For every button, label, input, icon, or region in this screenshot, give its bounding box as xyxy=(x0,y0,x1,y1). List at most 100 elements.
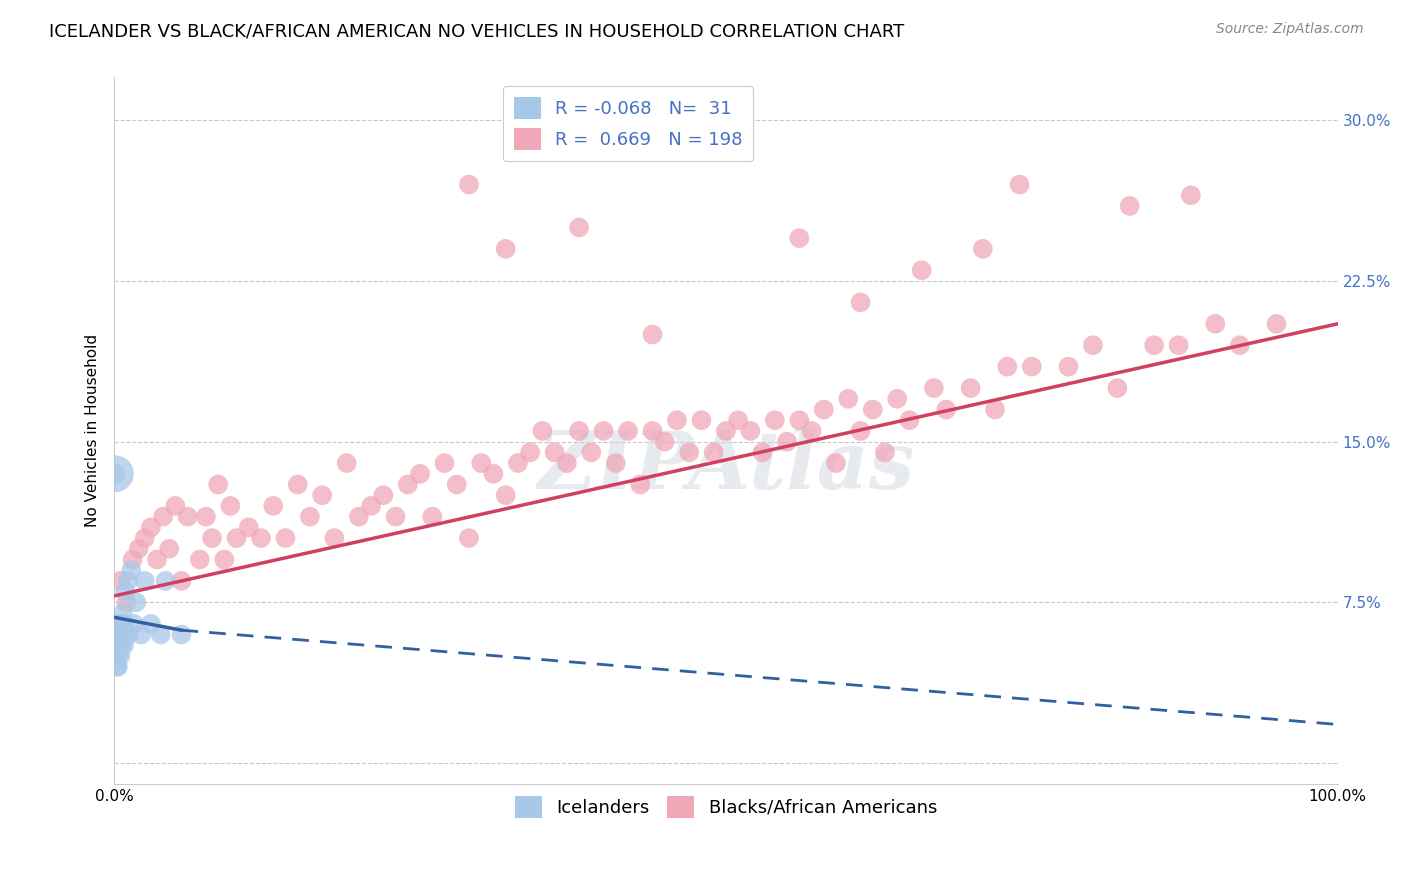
Point xyxy=(714,135,737,149)
Point xyxy=(581,445,603,459)
Point xyxy=(225,531,247,545)
Point xyxy=(384,509,406,524)
Point xyxy=(146,552,169,566)
Point xyxy=(568,220,591,235)
Point xyxy=(170,574,193,588)
Point xyxy=(703,445,725,459)
Point xyxy=(789,231,811,245)
Point xyxy=(813,402,835,417)
Point xyxy=(898,413,921,427)
Text: Source: ZipAtlas.com: Source: ZipAtlas.com xyxy=(1216,22,1364,37)
Point xyxy=(115,595,138,609)
Point xyxy=(110,616,132,631)
Point xyxy=(188,552,211,566)
Point xyxy=(470,456,492,470)
Point xyxy=(849,295,872,310)
Point xyxy=(873,445,896,459)
Point xyxy=(690,413,713,427)
Point xyxy=(250,531,273,545)
Point xyxy=(105,648,128,663)
Point xyxy=(108,627,131,641)
Point xyxy=(373,488,395,502)
Point xyxy=(155,574,177,588)
Point xyxy=(311,488,333,502)
Text: ICELANDER VS BLACK/AFRICAN AMERICAN NO VEHICLES IN HOUSEHOLD CORRELATION CHART: ICELANDER VS BLACK/AFRICAN AMERICAN NO V… xyxy=(49,22,904,40)
Point xyxy=(134,531,156,545)
Point xyxy=(959,381,981,395)
Y-axis label: No Vehicles in Household: No Vehicles in Household xyxy=(86,334,100,527)
Point xyxy=(110,616,132,631)
Legend: Icelanders, Blacks/African Americans: Icelanders, Blacks/African Americans xyxy=(508,789,945,825)
Point xyxy=(617,424,640,438)
Point xyxy=(458,531,481,545)
Point xyxy=(641,327,664,342)
Point xyxy=(506,456,529,470)
Point xyxy=(114,584,136,599)
Point xyxy=(107,627,129,641)
Point xyxy=(446,477,468,491)
Text: ZIPAtlas: ZIPAtlas xyxy=(537,427,914,505)
Point xyxy=(995,359,1018,374)
Point xyxy=(789,413,811,427)
Point xyxy=(207,477,229,491)
Point xyxy=(201,531,224,545)
Point xyxy=(714,424,737,438)
Point xyxy=(111,627,134,641)
Point xyxy=(1167,338,1189,352)
Point xyxy=(347,509,370,524)
Point xyxy=(238,520,260,534)
Point xyxy=(111,606,134,620)
Point xyxy=(862,402,884,417)
Point xyxy=(125,595,148,609)
Point xyxy=(825,456,848,470)
Point xyxy=(110,648,132,663)
Point xyxy=(134,574,156,588)
Point xyxy=(763,413,786,427)
Point xyxy=(104,467,127,481)
Point xyxy=(740,424,762,438)
Point xyxy=(262,499,284,513)
Point xyxy=(298,509,321,524)
Point xyxy=(1265,317,1288,331)
Point xyxy=(972,242,994,256)
Point xyxy=(110,574,132,588)
Point xyxy=(104,467,127,481)
Point xyxy=(641,424,664,438)
Point xyxy=(360,499,382,513)
Point xyxy=(128,541,150,556)
Point xyxy=(531,424,554,438)
Point xyxy=(107,648,129,663)
Point xyxy=(1180,188,1202,202)
Point xyxy=(568,424,591,438)
Point xyxy=(149,627,172,641)
Point xyxy=(482,467,505,481)
Point xyxy=(984,402,1007,417)
Point xyxy=(543,445,565,459)
Point xyxy=(1107,381,1129,395)
Point xyxy=(323,531,346,545)
Point xyxy=(194,509,217,524)
Point xyxy=(433,456,456,470)
Point xyxy=(165,499,187,513)
Point xyxy=(157,541,180,556)
Point xyxy=(1204,317,1226,331)
Point xyxy=(110,638,132,652)
Point xyxy=(605,456,627,470)
Point xyxy=(1143,338,1166,352)
Point xyxy=(274,531,297,545)
Point xyxy=(139,616,162,631)
Point xyxy=(1081,338,1104,352)
Point xyxy=(118,627,141,641)
Point xyxy=(495,242,517,256)
Point xyxy=(396,477,419,491)
Point xyxy=(592,424,614,438)
Point xyxy=(110,627,132,641)
Point xyxy=(886,392,908,406)
Point xyxy=(104,638,127,652)
Point xyxy=(654,434,676,449)
Point xyxy=(409,467,432,481)
Point xyxy=(665,413,688,427)
Point xyxy=(800,424,823,438)
Point xyxy=(776,434,799,449)
Point xyxy=(420,509,443,524)
